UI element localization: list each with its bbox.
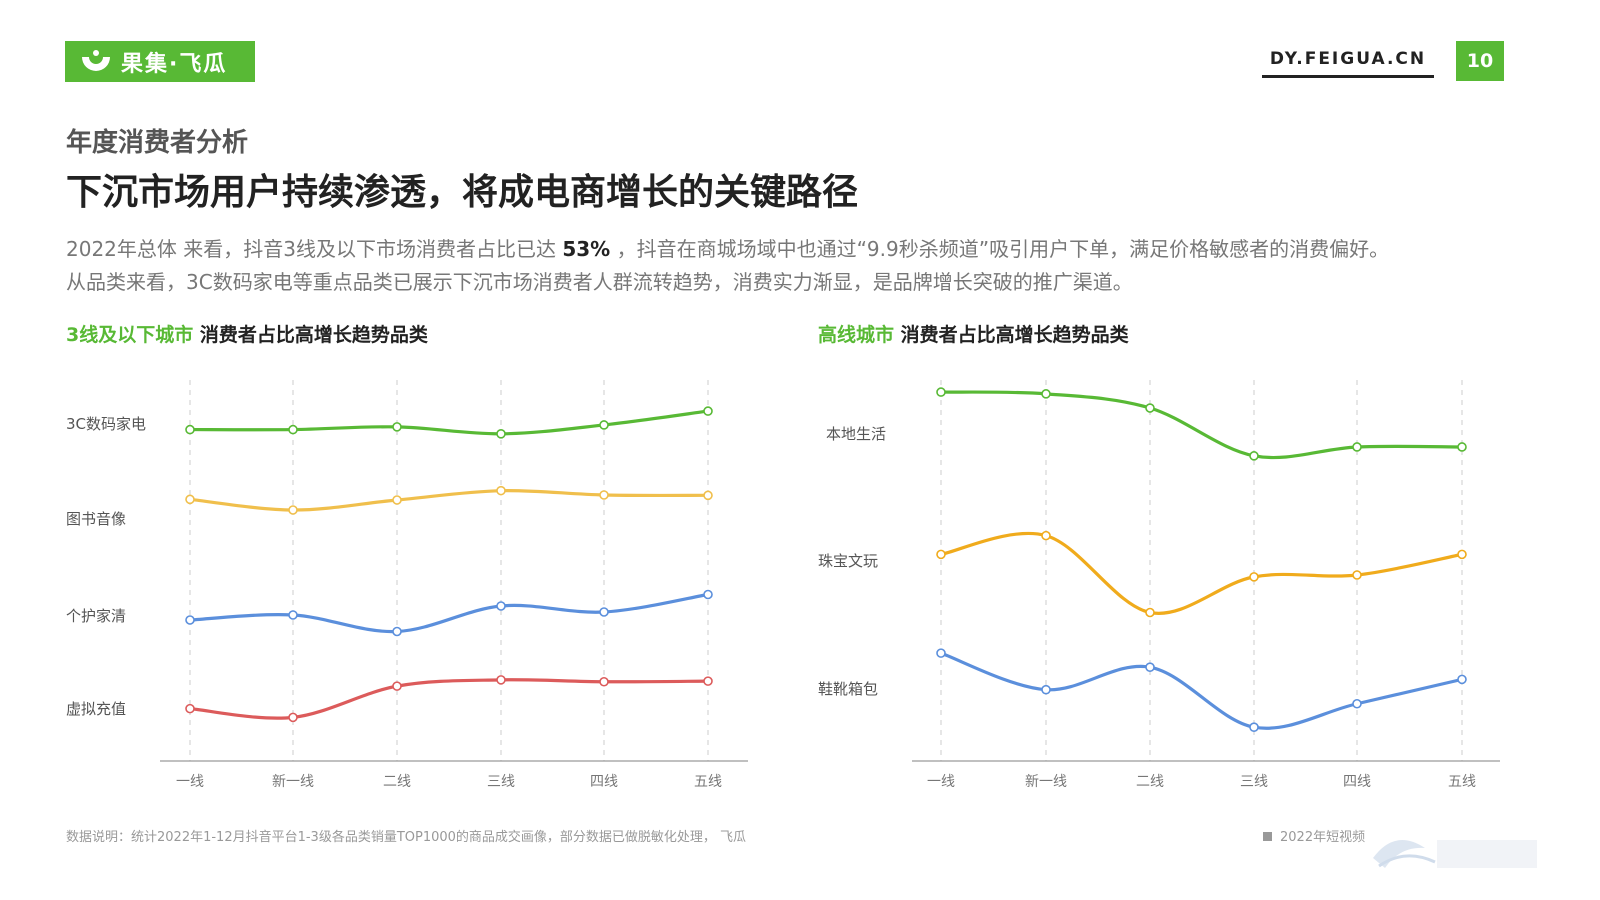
data-point — [1249, 451, 1259, 461]
data-point — [392, 495, 402, 505]
series-line — [939, 651, 1464, 730]
data-point — [496, 429, 506, 439]
data-point — [1352, 698, 1362, 709]
data-point — [392, 626, 402, 637]
series-label: 虚拟充值 — [66, 700, 126, 718]
data-point — [1041, 389, 1051, 399]
data-point — [1041, 684, 1051, 695]
footer-data-note: 数据说明：统计2022年1-12月抖音平台1-3级各品类销量TOP1000的商品… — [66, 830, 747, 845]
x-tick-label: 二线 — [1136, 774, 1164, 790]
site-domain[interactable]: DY.FEIGUA.CN — [1262, 46, 1434, 78]
data-point — [703, 676, 713, 686]
x-tick-label: 五线 — [694, 774, 722, 790]
series-line — [939, 531, 1464, 615]
x-tick-label: 新一线 — [1025, 774, 1067, 790]
x-tick-label: 一线 — [927, 774, 955, 790]
data-point — [185, 615, 195, 625]
data-point — [496, 601, 506, 611]
highlight-percent: 53% — [562, 237, 611, 261]
data-point — [288, 610, 298, 620]
data-point — [1352, 442, 1362, 452]
series-label: 珠宝文玩 — [818, 552, 878, 570]
section-label: 年度消费者分析 — [66, 128, 249, 158]
series-line — [188, 592, 710, 634]
data-point — [1457, 442, 1467, 452]
series-line — [188, 409, 710, 436]
data-point — [185, 424, 195, 435]
data-point — [1145, 662, 1155, 672]
x-tick-label: 新一线 — [272, 774, 314, 790]
watermark-logo-icon — [1373, 840, 1537, 868]
data-point — [288, 712, 298, 723]
data-point — [392, 681, 402, 691]
x-tick-label: 四线 — [590, 774, 618, 790]
data-point — [599, 490, 609, 500]
right-chart-title: 高线城市 消费者占比高增长趋势品类 — [818, 324, 1129, 346]
x-tick-label: 三线 — [1240, 774, 1268, 790]
data-point — [496, 485, 506, 496]
data-point — [1145, 403, 1155, 413]
description-line-2: 从品类来看，3C数码家电等重点品类已展示下沉市场消费者人群流转趋势，消费实力渐显… — [66, 270, 1133, 294]
x-tick-label: 四线 — [1343, 774, 1371, 790]
data-point — [185, 494, 195, 505]
data-point — [1249, 722, 1259, 732]
footer-source: 2022年短视频 — [1263, 826, 1365, 845]
data-point — [599, 607, 609, 617]
data-point — [496, 675, 506, 685]
data-point — [599, 420, 609, 430]
data-point — [1457, 674, 1467, 685]
data-point — [288, 505, 298, 515]
brand-name: 果集·飞瓜 — [121, 51, 228, 77]
brand-logo: 果集·飞瓜 — [65, 41, 255, 82]
data-point — [703, 589, 713, 600]
data-point — [1352, 570, 1362, 580]
data-point — [392, 422, 402, 432]
melon-slice-icon — [82, 49, 110, 71]
data-point — [599, 676, 609, 687]
series-line — [188, 678, 710, 720]
data-point — [936, 549, 946, 560]
data-point — [1145, 607, 1155, 618]
page-number: 10 — [1456, 41, 1504, 81]
series-label: 本地生活 — [826, 425, 886, 443]
series-label: 鞋靴箱包 — [818, 680, 878, 698]
x-tick-label: 五线 — [1448, 774, 1476, 790]
data-point — [703, 406, 713, 416]
data-point — [288, 424, 298, 435]
x-tick-label: 三线 — [487, 774, 515, 790]
series-line — [188, 488, 710, 512]
series-label: 个护家清 — [66, 607, 126, 625]
series-line — [939, 390, 1464, 460]
description-line-1: 2022年总体 来看，抖音3线及以下市场消费者占比已达 53% ，抖音在商城场域… — [66, 237, 1390, 261]
description: 2022年总体 来看，抖音3线及以下市场消费者占比已达 53% ，抖音在商城场域… — [66, 233, 1546, 299]
x-tick-label: 一线 — [176, 774, 204, 790]
data-point — [936, 648, 946, 658]
series-label: 图书音像 — [66, 510, 126, 528]
data-point — [1457, 549, 1467, 560]
series-label: 3C数码家电 — [66, 415, 146, 433]
left-chart-title: 3线及以下城市 消费者占比高增长趋势品类 — [66, 324, 428, 346]
x-tick-label: 二线 — [383, 774, 411, 790]
square-bullet-icon — [1263, 832, 1272, 841]
data-point — [1249, 572, 1259, 582]
page-title: 下沉市场用户持续渗透，将成电商增长的关键路径 — [66, 172, 859, 213]
data-point — [936, 387, 946, 397]
data-point — [703, 490, 713, 501]
data-point — [185, 703, 195, 714]
data-point — [1041, 530, 1051, 541]
